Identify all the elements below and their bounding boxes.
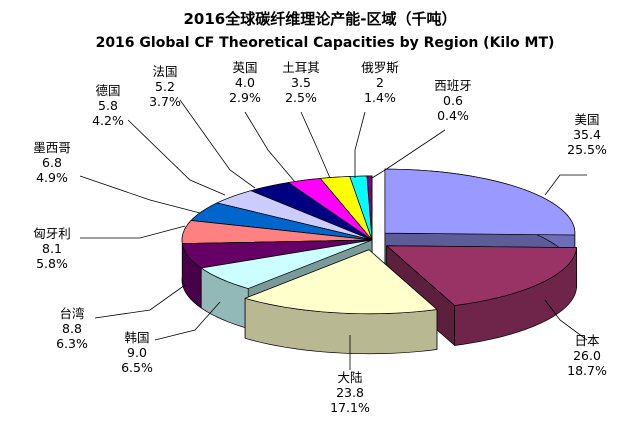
slice-percent: 25.5% bbox=[567, 142, 607, 157]
slice-name: 美国 bbox=[574, 112, 599, 127]
slice-value: 23.8 bbox=[336, 385, 364, 400]
slice-label: 土耳其 3.5 2.5% bbox=[282, 60, 320, 105]
slice-label: 匈牙利 8.1 5.8% bbox=[33, 226, 71, 271]
slice-percent: 4.9% bbox=[36, 170, 68, 185]
slice-value: 3.5 bbox=[291, 75, 311, 90]
slice-name: 西班牙 bbox=[434, 78, 472, 93]
slice-label: 台湾 8.8 6.3% bbox=[56, 306, 88, 351]
leader-line bbox=[79, 175, 201, 214]
leader-line bbox=[371, 129, 446, 179]
slice-label: 大陆 23.8 17.1% bbox=[330, 370, 370, 415]
slice-name: 法国 bbox=[152, 64, 177, 79]
slice-value: 8.1 bbox=[42, 241, 62, 256]
leader-line bbox=[127, 119, 226, 196]
leader-line bbox=[354, 111, 366, 178]
slice-label: 英国 4.0 2.9% bbox=[229, 60, 261, 105]
slice-label: 俄罗斯 2 1.4% bbox=[361, 60, 399, 105]
leader-line bbox=[544, 174, 587, 196]
chart-subtitle: 2016 Global CF Theoretical Capacities by… bbox=[96, 35, 555, 51]
slice-percent: 18.7% bbox=[567, 363, 607, 378]
slice-percent: 2.9% bbox=[229, 90, 261, 105]
slice-percent: 3.7% bbox=[149, 94, 181, 109]
slice-name: 日本 bbox=[574, 333, 600, 348]
slice-percent: 6.5% bbox=[121, 360, 153, 375]
slice-label: 西班牙 0.6 0.4% bbox=[434, 78, 472, 123]
leader-lines bbox=[79, 99, 588, 370]
leader-line bbox=[94, 284, 186, 319]
leader-line bbox=[300, 111, 331, 179]
slice-percent: 17.1% bbox=[330, 400, 370, 415]
slice-percent: 6.3% bbox=[56, 336, 88, 351]
slice-label: 德国 5.8 4.2% bbox=[92, 83, 124, 128]
slice-name: 墨西哥 bbox=[33, 140, 71, 155]
slice-value: 26.0 bbox=[573, 348, 601, 363]
leader-line bbox=[244, 111, 296, 183]
slice-name: 匈牙利 bbox=[33, 226, 71, 241]
slice-label: 墨西哥 6.8 4.9% bbox=[33, 140, 71, 185]
slice-value: 5.2 bbox=[155, 79, 175, 94]
slice-value: 8.8 bbox=[62, 321, 82, 336]
leader-line bbox=[154, 301, 221, 341]
slice-name: 大陆 bbox=[337, 370, 362, 385]
slice-labels: 美国 35.4 25.5%日本 26.0 18.7%大陆 23.8 17.1%韩国 9.0 6.… bbox=[33, 60, 607, 415]
slice-percent: 1.4% bbox=[364, 90, 396, 105]
slice-name: 台湾 bbox=[59, 306, 84, 321]
slice-percent: 0.4% bbox=[437, 108, 469, 123]
slice-name: 德国 bbox=[95, 83, 120, 98]
slice-name: 俄罗斯 bbox=[361, 60, 399, 75]
slice-label: 法国 5.2 3.7% bbox=[149, 64, 181, 109]
pie-slices bbox=[181, 168, 577, 355]
slice-percent: 4.2% bbox=[92, 113, 124, 128]
slice-name: 英国 bbox=[232, 60, 257, 75]
slice-percent: 2.5% bbox=[285, 90, 317, 105]
slice-value: 2 bbox=[376, 75, 384, 90]
leader-line bbox=[80, 225, 186, 239]
slice-label: 日本 26.0 18.7% bbox=[567, 333, 607, 378]
slice-label: 韩国 9.0 6.5% bbox=[121, 330, 153, 375]
slice-label: 美国 35.4 25.5% bbox=[567, 112, 607, 157]
chart-title: 2016全球碳纤维理论产能-区域（千吨） bbox=[184, 10, 457, 28]
slice-value: 4.0 bbox=[235, 75, 255, 90]
slice-value: 0.6 bbox=[443, 93, 463, 108]
slice-value: 9.0 bbox=[127, 345, 147, 360]
pie-slice bbox=[244, 249, 438, 355]
leader-line bbox=[179, 99, 256, 189]
slice-name: 土耳其 bbox=[282, 60, 320, 75]
slice-percent: 5.8% bbox=[36, 256, 68, 271]
slice-value: 6.8 bbox=[42, 155, 62, 170]
slice-value: 35.4 bbox=[573, 127, 601, 142]
leader-line bbox=[544, 299, 588, 341]
slice-value: 5.8 bbox=[98, 98, 118, 113]
slice-name: 韩国 bbox=[124, 330, 149, 345]
